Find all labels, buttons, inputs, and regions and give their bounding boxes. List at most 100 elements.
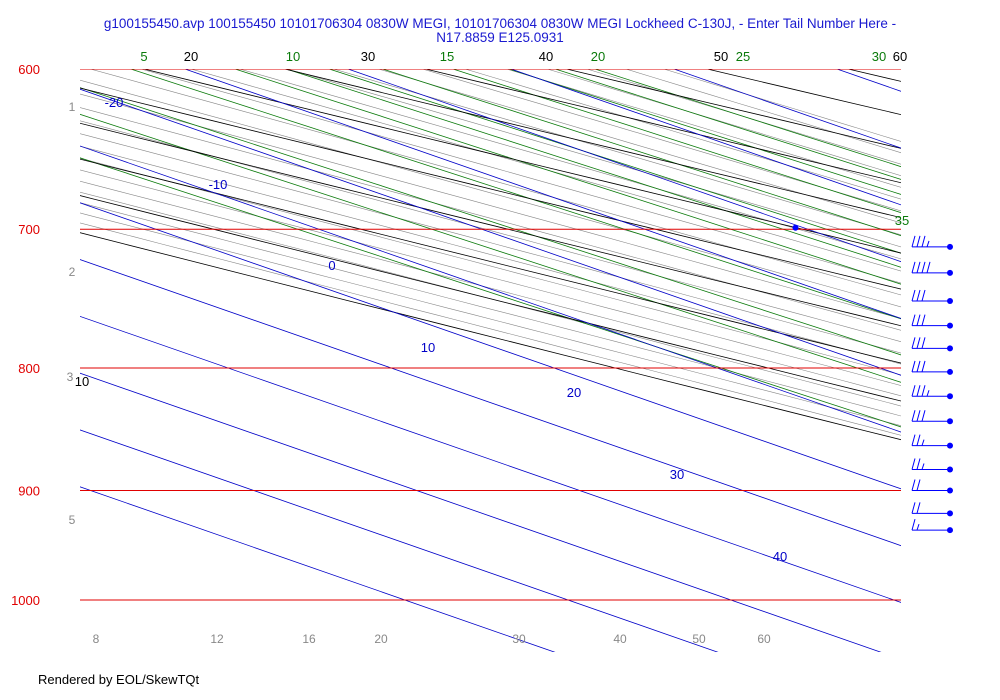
wind-barb-full bbox=[911, 458, 916, 470]
wind-barb-full bbox=[916, 502, 921, 514]
pressure-label: 1000 bbox=[11, 593, 40, 608]
wind-barb-full bbox=[916, 385, 921, 397]
chart-title-line2: N17.8859 E125.0931 bbox=[436, 30, 564, 45]
moist-adiabat-line bbox=[286, 69, 901, 248]
dry-adiabat-line bbox=[142, 69, 901, 254]
isotherm-line bbox=[80, 145, 901, 433]
moist-adiabat-line bbox=[189, 69, 901, 272]
isotherm-label: 20 bbox=[567, 385, 581, 400]
temperature-profile-point bbox=[927, 234, 933, 240]
dry-adiabat-label: 50 bbox=[714, 49, 728, 64]
wind-barb-full bbox=[916, 235, 921, 248]
pressure-label: 700 bbox=[18, 222, 40, 237]
bottom-axis-label: 50 bbox=[692, 632, 706, 646]
isotherm-label: -20 bbox=[105, 95, 124, 110]
isotherm-line bbox=[835, 69, 901, 92]
wind-barb-half bbox=[926, 240, 930, 248]
temperature-profile-point bbox=[977, 256, 983, 262]
left-axis-label: 2 bbox=[69, 265, 76, 279]
moist-adiabat-line bbox=[624, 69, 901, 154]
mixing-ratio-label: 30 bbox=[872, 49, 886, 64]
mixing-ratio-line bbox=[80, 87, 901, 356]
dry-adiabat-line bbox=[283, 69, 901, 219]
chart-title-line1: g100155450.avp 100155450 10101706304 083… bbox=[103, 16, 897, 31]
wind-barb-full bbox=[916, 289, 921, 302]
mixing-ratio-label: 5 bbox=[140, 49, 147, 64]
isotherm-line bbox=[80, 372, 882, 652]
mixing-ratio-line bbox=[451, 69, 901, 214]
moist-adiabat-line bbox=[80, 169, 901, 386]
moist-adiabat-line bbox=[332, 69, 901, 236]
dry-adiabat-line bbox=[80, 232, 901, 441]
wind-barb-full bbox=[916, 434, 921, 446]
isotherm-label: 10 bbox=[421, 340, 435, 355]
dry-adiabat-label: 20 bbox=[184, 49, 198, 64]
wind-barb-full bbox=[911, 360, 916, 373]
moist-adiabat-line bbox=[80, 93, 901, 319]
moist-adiabat-line bbox=[139, 69, 901, 284]
mixing-ratio-label: 35 bbox=[895, 213, 909, 228]
isotherm-line bbox=[509, 69, 901, 206]
bottom-axis-label: 20 bbox=[374, 632, 388, 646]
left-axis-label: 3 bbox=[67, 370, 74, 384]
isotherm-label: 40 bbox=[773, 549, 787, 564]
moist-adiabat-line bbox=[662, 69, 901, 142]
wind-barb-full bbox=[921, 337, 926, 349]
pressure-label: 600 bbox=[18, 62, 40, 77]
wind-barb-full bbox=[921, 410, 926, 422]
isotherm-line bbox=[672, 69, 901, 149]
footer-credit: Rendered by EOL/SkewTQt bbox=[38, 672, 200, 687]
dry-adiabat-line bbox=[423, 69, 901, 184]
isotherm-line bbox=[80, 88, 901, 376]
mixing-ratio-line bbox=[233, 69, 901, 285]
temperature-profile-point bbox=[940, 241, 946, 247]
wind-barb-half bbox=[921, 439, 925, 446]
wind-barb-full bbox=[916, 360, 921, 373]
bottom-axis-label: 60 bbox=[757, 632, 771, 646]
isotherm-line bbox=[80, 429, 719, 652]
mixing-ratio-label: 25 bbox=[736, 49, 750, 64]
isotherm-line bbox=[183, 69, 901, 319]
isotherm-line bbox=[80, 486, 556, 652]
moist-adiabat-line bbox=[80, 202, 901, 417]
bottom-axis-label: 40 bbox=[613, 632, 627, 646]
wind-barb-half bbox=[916, 523, 920, 531]
dry-adiabat-label: 40 bbox=[539, 49, 553, 64]
bottom-axis-label: 8 bbox=[93, 632, 100, 646]
wind-barb-full bbox=[921, 261, 926, 273]
sounding-profiles bbox=[792, 224, 1000, 522]
dry-adiabat-line bbox=[80, 122, 901, 327]
mixing-ratio-line bbox=[593, 69, 901, 168]
wind-barb-full bbox=[911, 337, 916, 349]
wind-barb-full bbox=[921, 360, 926, 373]
mixing-ratio-line bbox=[327, 69, 901, 254]
moist-adiabat-line bbox=[377, 69, 901, 224]
wind-barb-full bbox=[916, 458, 921, 470]
wind-barbs bbox=[911, 235, 953, 534]
isotherm-label: 30 bbox=[670, 467, 684, 482]
moist-adiabat-line bbox=[80, 222, 901, 436]
dry-adiabat-label: 30 bbox=[361, 49, 375, 64]
moist-adiabat-line bbox=[80, 133, 901, 354]
isotherm-line bbox=[346, 69, 901, 263]
mixing-ratio-line bbox=[129, 69, 901, 320]
bottom-axis-label: 30 bbox=[512, 632, 526, 646]
wind-barb-full bbox=[916, 479, 921, 491]
wind-barb-full bbox=[921, 314, 926, 326]
left-axis-label: 5 bbox=[69, 513, 76, 527]
moist-adiabat-line bbox=[80, 191, 901, 407]
mixing-ratio-line bbox=[80, 113, 901, 383]
dry-adiabat-label: 60 bbox=[893, 49, 907, 64]
left-axis-label: 1 bbox=[69, 100, 76, 114]
wind-barb-full bbox=[911, 410, 916, 422]
bottom-axis-label: 12 bbox=[210, 632, 224, 646]
isotherm-line bbox=[80, 259, 901, 547]
moist-adiabat-line bbox=[89, 69, 901, 296]
wind-barb-full bbox=[911, 434, 916, 446]
mixing-ratio-label: 20 bbox=[591, 49, 605, 64]
wind-barb-full bbox=[916, 314, 921, 326]
pressure-label: 800 bbox=[18, 361, 40, 376]
isotherm-line bbox=[80, 202, 901, 490]
dry-adiabat-line bbox=[705, 69, 901, 116]
dewpoint-profile bbox=[931, 240, 1000, 522]
